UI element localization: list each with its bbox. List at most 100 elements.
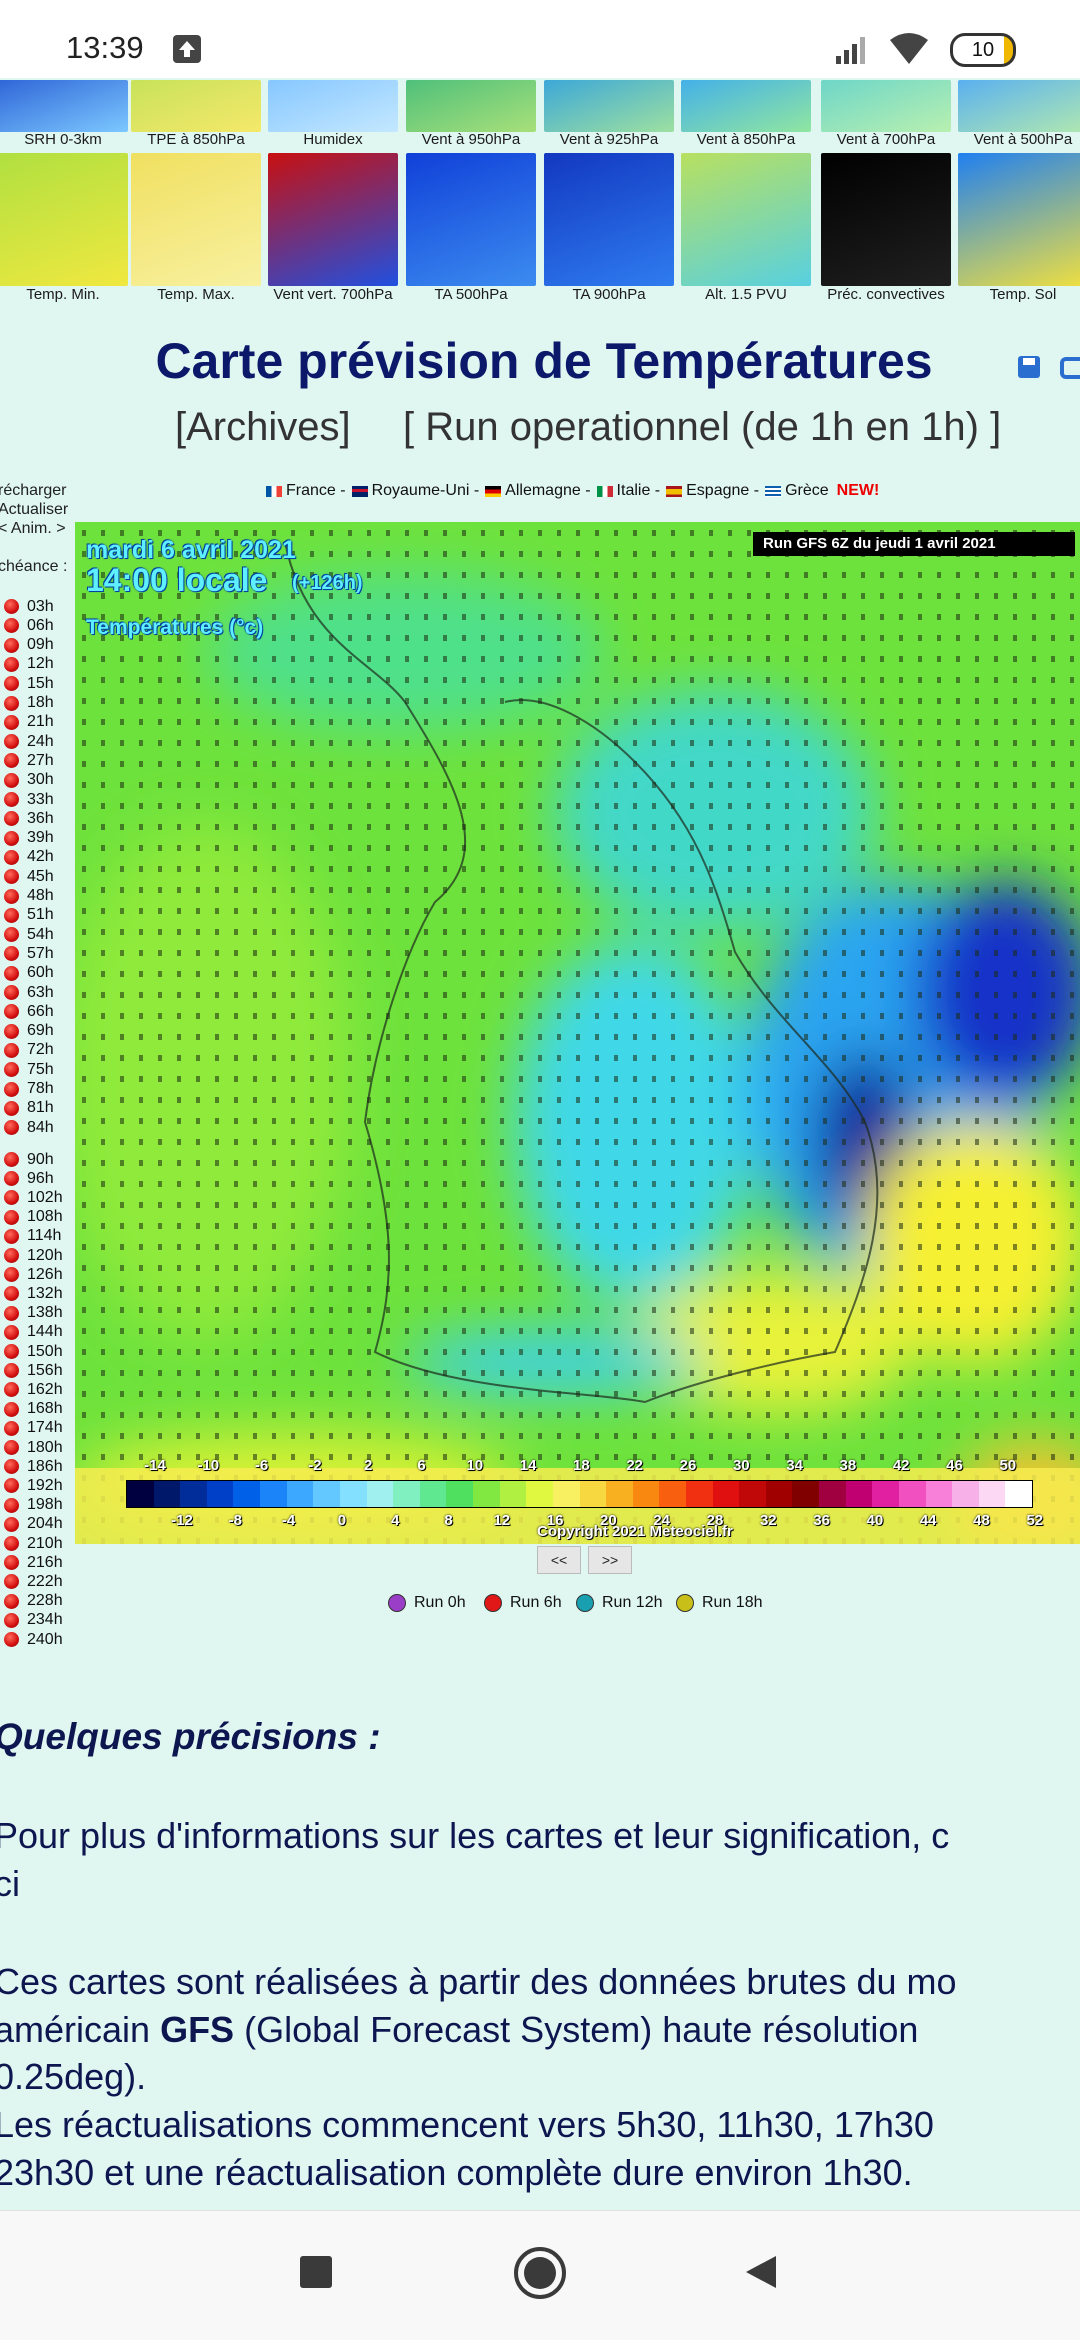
nav-arrow-button[interactable]: << [537, 1546, 581, 1574]
forecast-hour[interactable]: 180h [4, 1438, 63, 1457]
forecast-hour[interactable]: 240h [4, 1630, 63, 1649]
forecast-hour[interactable]: 108h [4, 1208, 63, 1227]
map-thumbnail[interactable] [268, 153, 398, 286]
thumbnail-label[interactable]: Vent à 925hPa [559, 131, 659, 148]
sidebar-control[interactable]: récharger [0, 482, 67, 499]
country-link[interactable]: Italie - [616, 482, 661, 499]
map-thumbnail[interactable] [131, 80, 261, 132]
paragraph-line[interactable]: ci [0, 1863, 20, 1904]
map-thumbnail[interactable] [0, 80, 128, 132]
forecast-hour[interactable]: 120h [4, 1246, 63, 1265]
forecast-hour[interactable]: 48h [4, 887, 54, 906]
forecast-hour[interactable]: 30h [4, 771, 54, 790]
back-button[interactable] [742, 2252, 782, 2292]
forecast-hour[interactable]: 24h [4, 732, 54, 751]
forecast-hour[interactable]: 12h [4, 655, 54, 674]
thumbnail-label[interactable]: Alt. 1.5 PVU [705, 286, 787, 303]
thumbnail-label[interactable]: Vent à 700hPa [836, 131, 936, 148]
forecast-hour[interactable]: 174h [4, 1419, 63, 1438]
forecast-hour[interactable]: 69h [4, 1022, 54, 1041]
map-thumbnail[interactable] [681, 80, 811, 132]
forecast-hour[interactable]: 33h [4, 790, 54, 809]
sidebar-control[interactable]: Actualiser [0, 501, 69, 518]
thumbnail-label[interactable]: Temp. Sol [989, 286, 1057, 303]
map-thumbnail[interactable] [544, 153, 674, 286]
forecast-hour[interactable]: 150h [4, 1342, 63, 1361]
forecast-hour[interactable]: 186h [4, 1457, 63, 1476]
forecast-hour[interactable]: 198h [4, 1496, 63, 1515]
forecast-hour[interactable]: 21h [4, 713, 54, 732]
thumbnail-label[interactable]: Temp. Min. [26, 286, 100, 303]
forecast-hour[interactable]: 168h [4, 1400, 63, 1419]
thumbnail-label[interactable]: Humidex [303, 131, 363, 148]
map-thumbnail[interactable] [958, 80, 1080, 132]
forecast-hour[interactable]: 18h [4, 694, 54, 713]
forecast-hour[interactable]: 222h [4, 1572, 63, 1591]
forecast-hour[interactable]: 42h [4, 848, 54, 867]
forecast-hour[interactable]: 126h [4, 1265, 63, 1284]
forecast-hour[interactable]: 144h [4, 1323, 63, 1342]
thumbnail-label[interactable]: SRH 0-3km [24, 131, 102, 148]
forecast-hour[interactable]: 162h [4, 1380, 63, 1399]
forecast-hour[interactable]: 51h [4, 906, 54, 925]
country-link[interactable]: Grèce [785, 482, 829, 499]
map-thumbnail[interactable] [544, 80, 674, 132]
forecast-hour[interactable]: 72h [4, 1041, 54, 1060]
thumbnail-label[interactable]: TPE à 850hPa [147, 131, 245, 148]
map-thumbnail[interactable] [406, 153, 536, 286]
forecast-hour[interactable]: 204h [4, 1515, 63, 1534]
map-thumbnail[interactable] [0, 153, 128, 286]
forecast-hour[interactable]: 78h [4, 1080, 54, 1099]
run-option[interactable]: Run 18h [676, 1594, 763, 1612]
sidebar-control[interactable]: < Anim. > [0, 520, 66, 537]
forecast-hour[interactable]: 102h [4, 1188, 63, 1207]
forecast-hour[interactable]: 60h [4, 964, 54, 983]
forecast-hour[interactable]: 192h [4, 1476, 63, 1495]
run-link[interactable]: [ Run operationnel (de 1h en 1h) ] [403, 405, 1002, 449]
run-option[interactable]: Run 0h [388, 1594, 466, 1612]
country-link[interactable]: France - [286, 482, 346, 499]
forecast-hour[interactable]: 96h [4, 1169, 54, 1188]
forecast-hour[interactable]: 210h [4, 1534, 63, 1553]
map-thumbnail[interactable] [681, 153, 811, 286]
forecast-hour[interactable]: 39h [4, 829, 54, 848]
recents-button[interactable] [296, 2252, 336, 2292]
map-thumbnail[interactable] [821, 153, 951, 286]
forecast-hour[interactable]: 114h [4, 1227, 61, 1246]
country-link[interactable]: Royaume-Uni - [371, 482, 480, 499]
map-thumbnail[interactable] [958, 153, 1080, 286]
run-option[interactable]: Run 12h [576, 1594, 663, 1612]
thumbnail-label[interactable]: Vent vert. 700hPa [273, 286, 393, 303]
forecast-hour[interactable]: 156h [4, 1361, 63, 1380]
thumbnail-label[interactable]: Temp. Max. [157, 286, 235, 303]
forecast-hour[interactable]: 234h [4, 1611, 63, 1630]
thumbnail-label[interactable]: Vent à 500hPa [973, 131, 1073, 148]
forecast-hour[interactable]: 36h [4, 809, 54, 828]
forecast-hour[interactable]: 06h [4, 616, 54, 635]
forecast-hour[interactable]: 66h [4, 1002, 54, 1021]
thumbnail-label[interactable]: TA 900hPa [572, 286, 646, 303]
country-link[interactable]: Espagne - [686, 482, 760, 499]
forecast-hour[interactable]: 63h [4, 983, 54, 1002]
nav-arrow-button[interactable]: >> [588, 1546, 632, 1574]
map-thumbnail[interactable] [268, 80, 398, 132]
forecast-hour[interactable]: 90h [4, 1150, 54, 1169]
forecast-hour[interactable]: 54h [4, 925, 54, 944]
forecast-hour[interactable]: 75h [4, 1060, 54, 1079]
run-option[interactable]: Run 6h [484, 1594, 562, 1612]
forecast-hour[interactable]: 03h [4, 597, 54, 616]
forecast-hour[interactable]: 09h [4, 636, 54, 655]
forecast-hour[interactable]: 228h [4, 1592, 63, 1611]
forecast-hour[interactable]: 81h [4, 1099, 54, 1118]
forecast-hour[interactable]: 15h [4, 674, 54, 693]
forecast-hour[interactable]: 138h [4, 1304, 63, 1323]
forecast-hour[interactable]: 45h [4, 867, 54, 886]
thumbnail-label[interactable]: Vent à 850hPa [696, 131, 796, 148]
map-thumbnail[interactable] [406, 80, 536, 132]
forecast-hour[interactable]: 132h [4, 1284, 63, 1303]
thumbnail-label[interactable]: Préc. convectives [827, 286, 945, 303]
forecast-hour[interactable]: 27h [4, 751, 54, 770]
map-thumbnail[interactable] [821, 80, 951, 132]
country-link[interactable]: Allemagne - [505, 482, 591, 499]
map-thumbnail[interactable] [131, 153, 261, 286]
